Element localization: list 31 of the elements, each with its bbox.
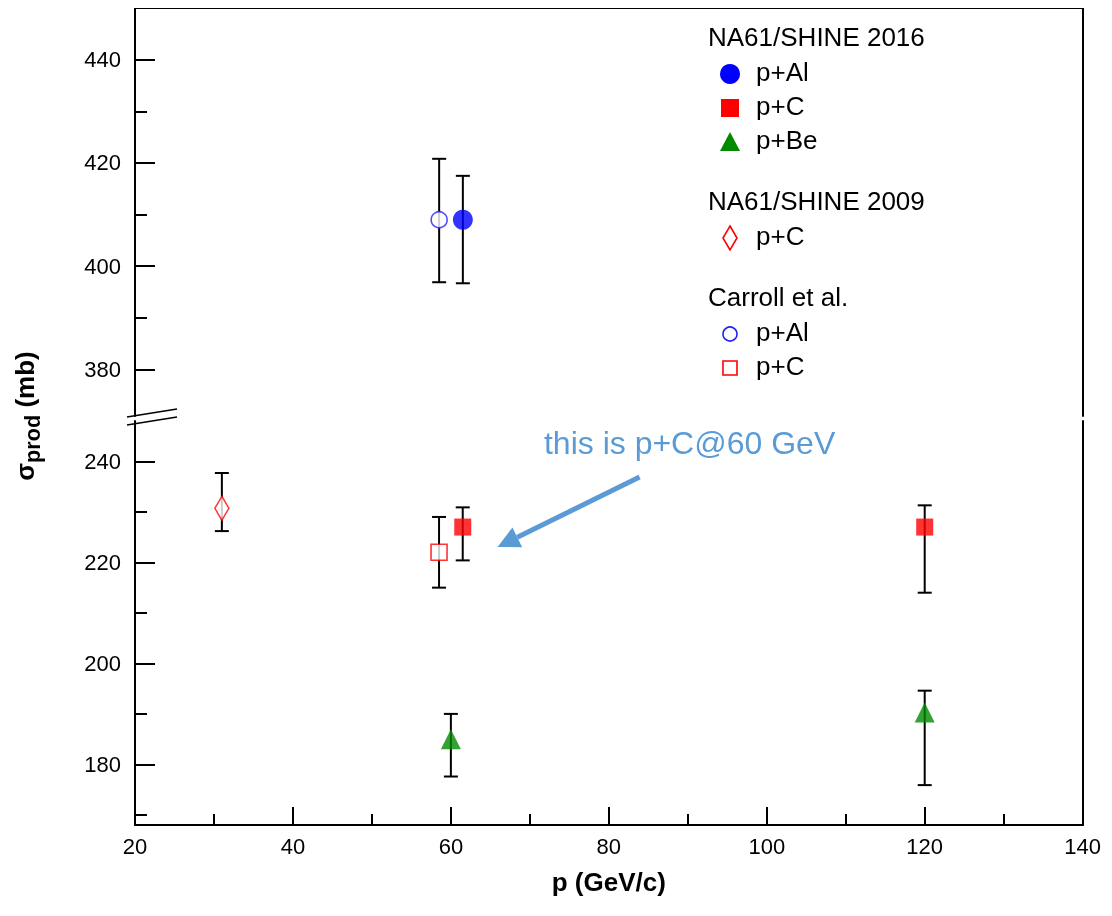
point <box>440 729 461 750</box>
y-tick-label: 180 <box>84 751 121 777</box>
annotation: this is p+C@60 GeV <box>543 425 836 461</box>
legend-label: p+C <box>756 221 805 251</box>
point <box>916 518 934 536</box>
legend-label: p+Al <box>756 317 809 347</box>
legend-label: p+C <box>756 91 805 121</box>
x-axis-title: p (GeV/c) <box>551 867 666 897</box>
y-tick-label: 240 <box>84 448 121 474</box>
y-tick-label: 220 <box>84 549 121 575</box>
point <box>454 518 472 536</box>
x-tick-label: 60 <box>438 833 464 859</box>
annotation: NA61/SHINE 2009 <box>708 186 925 216</box>
y-tick-label: 440 <box>84 47 121 73</box>
y-tick-label: 380 <box>84 357 121 383</box>
annotation: Carroll et al. <box>708 282 849 312</box>
legend-label: p+Al <box>756 57 809 87</box>
x-tick-label: 140 <box>1064 833 1102 859</box>
legend-label: p+Be <box>756 125 818 155</box>
x-tick-label: 100 <box>748 833 786 859</box>
x-tick-label: 80 <box>596 833 622 859</box>
legend-label: p+C <box>756 351 805 381</box>
annotation: NA61/SHINE 2016 <box>708 22 925 52</box>
x-tick-label: 20 <box>122 833 148 859</box>
point <box>430 543 448 562</box>
y-tick-label: 420 <box>84 150 121 176</box>
y-tick-label: 400 <box>84 253 121 279</box>
point <box>914 702 935 723</box>
x-tick-label: 40 <box>280 833 306 859</box>
y-tick-label: 200 <box>84 650 121 676</box>
x-tick-label: 120 <box>906 833 944 859</box>
